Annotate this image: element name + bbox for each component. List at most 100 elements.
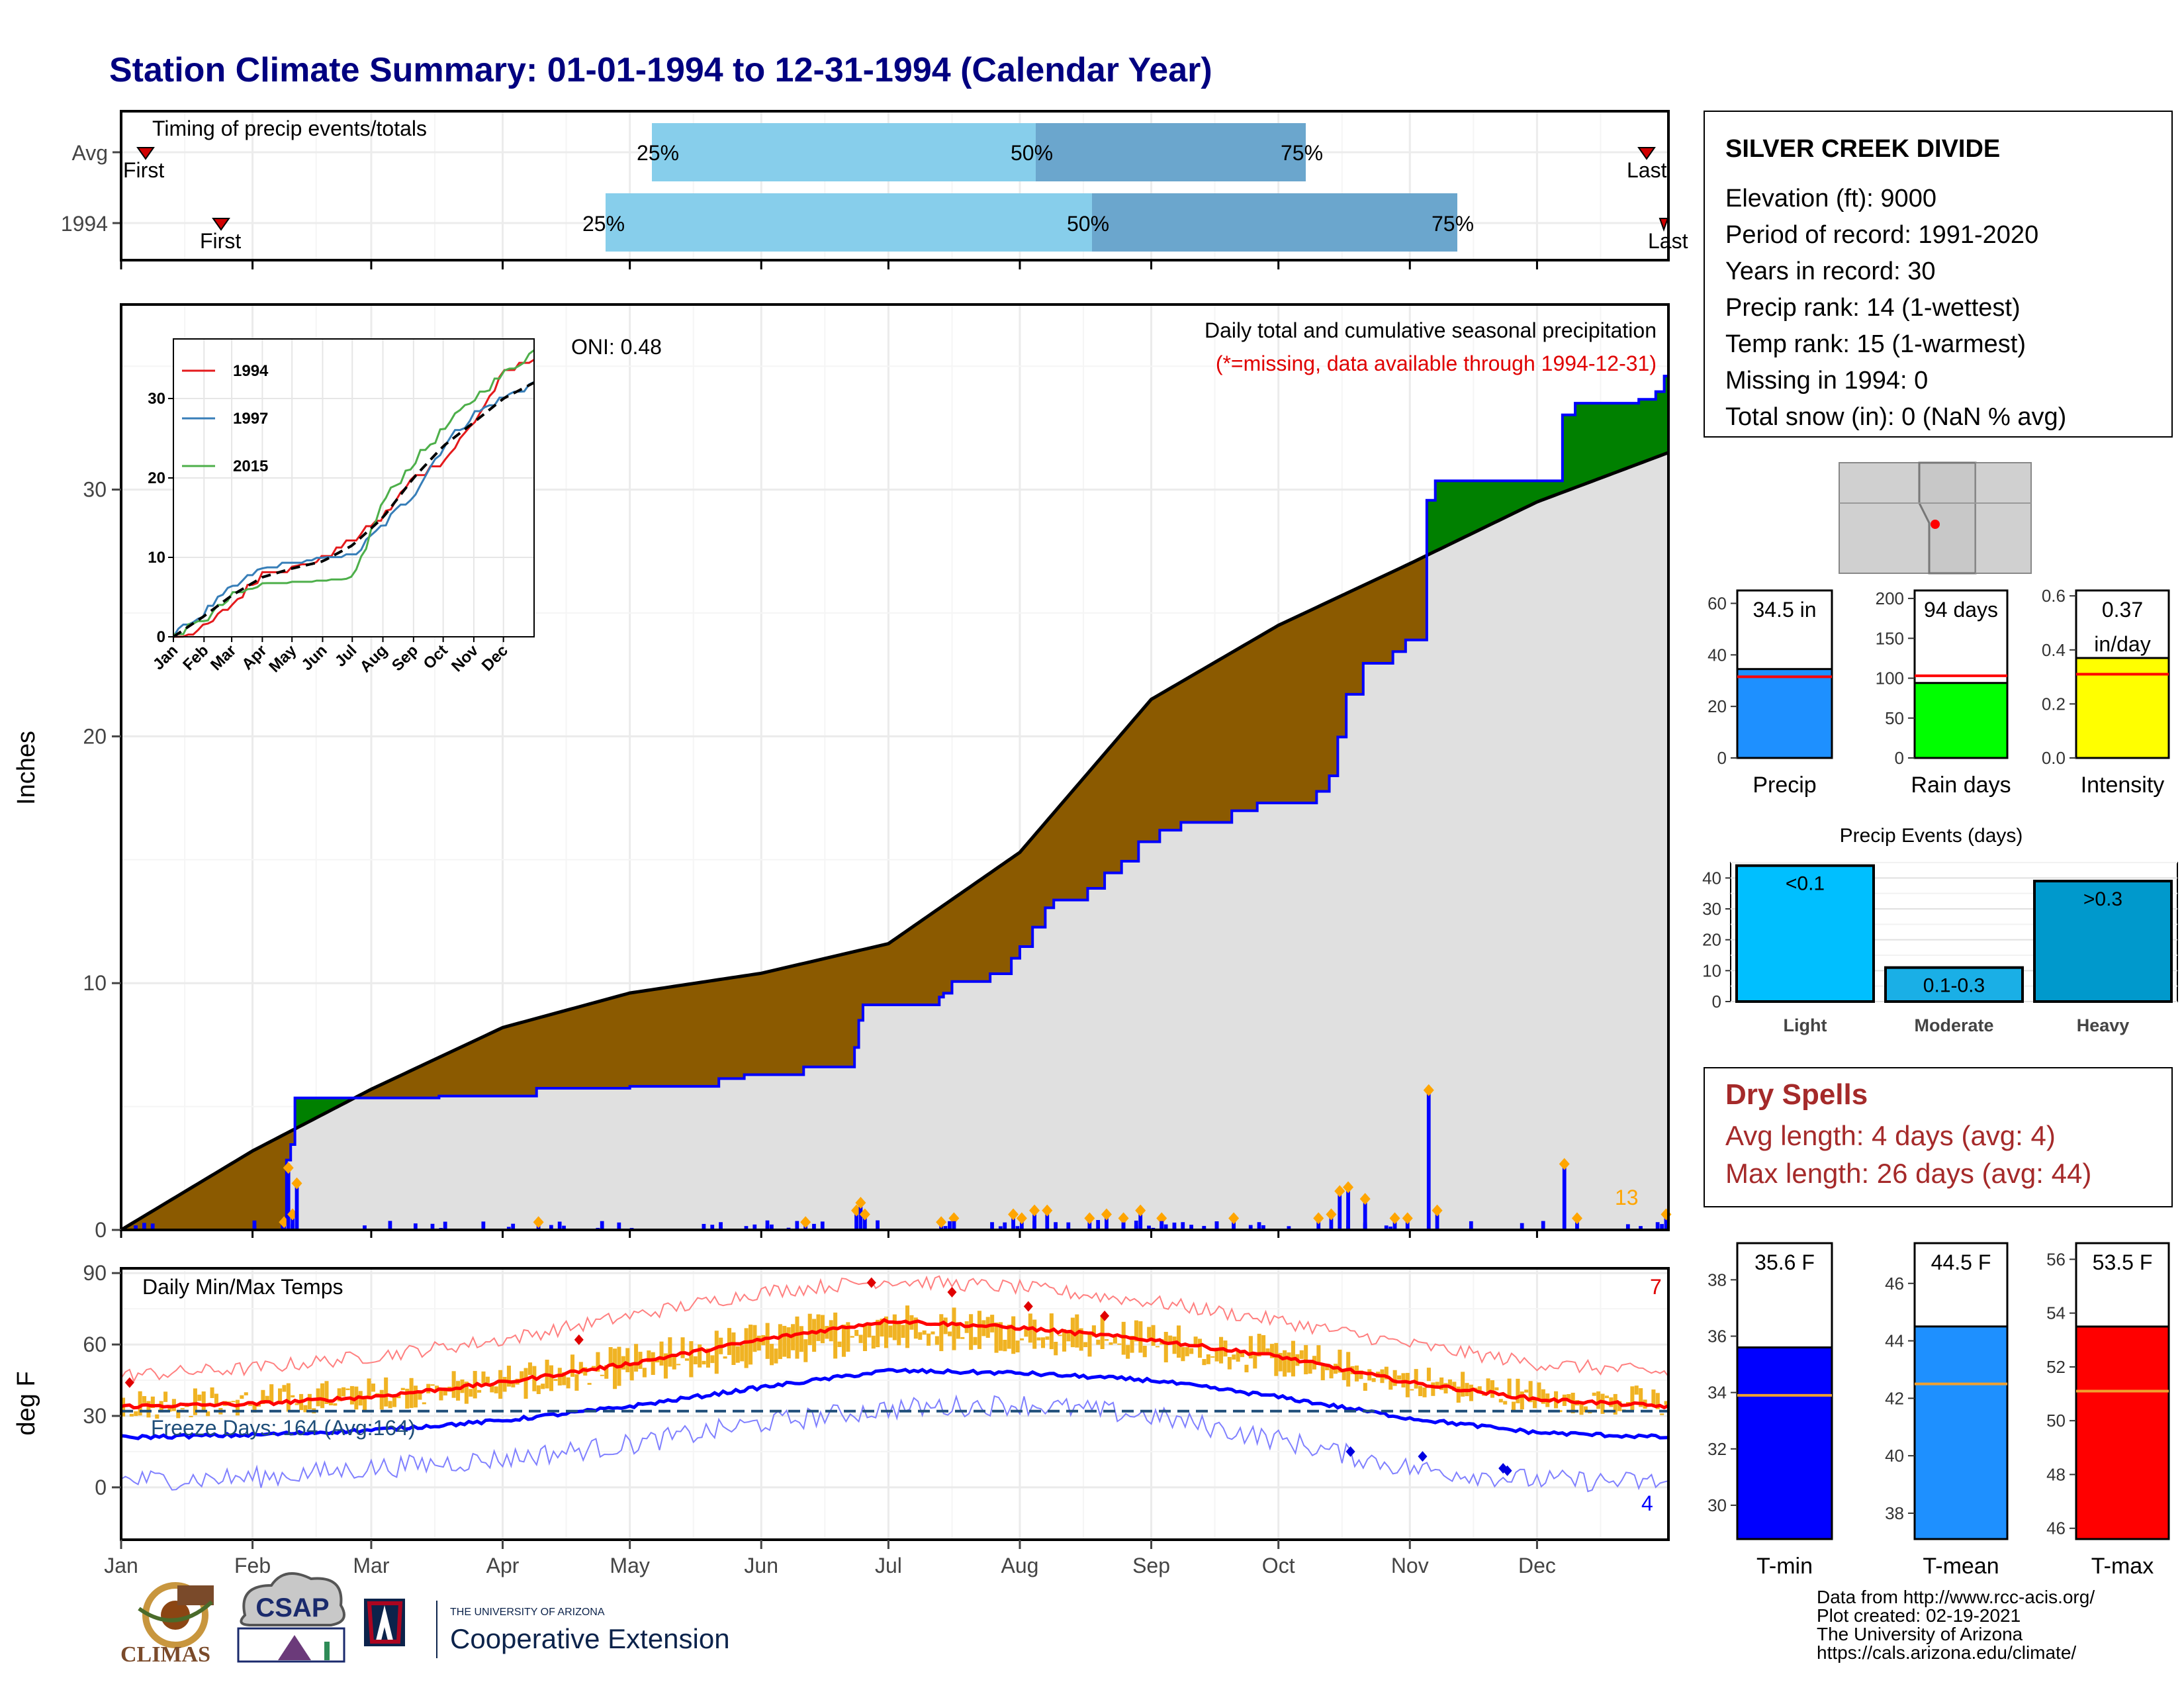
- month-label: Apr: [486, 1554, 520, 1577]
- stat-axis-label: T-max: [2091, 1554, 2154, 1579]
- daily-precip-bar: [1384, 1225, 1388, 1230]
- temp-daily-bar: [210, 1387, 214, 1398]
- daily-precip-bar: [1639, 1226, 1643, 1230]
- inset-ytick-label: 30: [148, 390, 165, 408]
- temp-daily-bar: [1392, 1370, 1397, 1386]
- record-high-marker: [124, 1377, 134, 1388]
- record-high-count: 7: [1650, 1275, 1662, 1299]
- precip-record-marker: [1559, 1158, 1570, 1170]
- temp-daily-bar: [931, 1331, 935, 1335]
- obs-first-label: First: [200, 229, 241, 253]
- temp-daily-bar: [1113, 1336, 1117, 1344]
- temp-daily-bar: [549, 1365, 554, 1391]
- temp-daily-bar: [1109, 1342, 1113, 1345]
- temp-daily-bar: [1494, 1387, 1499, 1391]
- daily-precip-bar: [1363, 1222, 1367, 1230]
- temp-daily-bar: [1456, 1386, 1461, 1403]
- daily-precip-bar: [134, 1225, 138, 1230]
- temp-daily-bar: [1015, 1340, 1020, 1353]
- daily-precip-bar: [820, 1221, 825, 1230]
- temp-daily-bar: [663, 1353, 668, 1379]
- daily-precip-bar: [600, 1221, 604, 1230]
- temp-daily-bar: [1299, 1350, 1304, 1359]
- daily-precip-bar: [481, 1221, 486, 1230]
- record-high-marker: [947, 1286, 957, 1297]
- temp-daily-bar: [553, 1379, 558, 1382]
- temp-daily-bar: [629, 1365, 634, 1381]
- temp-daily-bar: [1240, 1352, 1245, 1358]
- inset-ytick-label: 20: [148, 469, 165, 487]
- temp-daily-bar: [1503, 1401, 1508, 1405]
- temp-daily-bar: [1613, 1393, 1617, 1415]
- temp-daily-bar: [876, 1319, 880, 1348]
- temp-daily-bar: [1172, 1336, 1177, 1354]
- temp-daily-bar: [939, 1314, 944, 1352]
- temp-daily-bar: [295, 1403, 299, 1405]
- daily-precip-bar: [990, 1222, 994, 1230]
- temp-daily-bar: [693, 1356, 698, 1365]
- daily-precip-bar: [765, 1226, 770, 1230]
- temp-daily-bar: [1189, 1348, 1194, 1354]
- timing-label: Timing of precip events/totals: [152, 117, 427, 140]
- daily-precip-bar: [295, 1183, 299, 1230]
- temp-daily-bar: [689, 1341, 694, 1378]
- temp-daily-bar: [1583, 1406, 1588, 1413]
- inset-series-line: [173, 349, 535, 635]
- stat-ytick-label: 48: [2046, 1464, 2066, 1484]
- precip-record-marker: [291, 1177, 302, 1190]
- temp-daily-bar: [1338, 1349, 1342, 1373]
- credit-line: The University of Arizona: [1817, 1624, 2023, 1644]
- temp-daily-bar: [1045, 1336, 1050, 1340]
- temp-daily-bar: [1091, 1325, 1096, 1337]
- max-daily-label: 13: [1615, 1186, 1639, 1209]
- temp-daily-bar: [1452, 1382, 1457, 1391]
- temp-daily-bar: [1244, 1364, 1249, 1373]
- temp-daily-bar: [888, 1325, 893, 1338]
- temp-daily-bar: [150, 1396, 155, 1408]
- station-line: Period of record: 1991-2020: [1725, 221, 2038, 249]
- daily-precip-bar: [1346, 1187, 1350, 1230]
- stat-value-label: 34.5 in: [1752, 598, 1816, 622]
- precip-record-marker: [1402, 1212, 1413, 1225]
- stat-ytick-label: 0.4: [2042, 640, 2066, 660]
- temp-daily-bar: [613, 1348, 617, 1389]
- daily-precip-bar: [1541, 1221, 1545, 1230]
- temp-daily-bar: [799, 1326, 803, 1352]
- temp-daily-bar: [1447, 1379, 1452, 1386]
- temp-daily-bar: [1257, 1333, 1261, 1357]
- temp-daily-bar: [574, 1374, 579, 1391]
- temp-daily-bar: [439, 1387, 443, 1401]
- temp-daily-bar: [1202, 1359, 1206, 1366]
- temp-daily-bar: [129, 1413, 134, 1417]
- temp-daily-bar: [749, 1325, 753, 1365]
- temp-daily-bar: [1482, 1394, 1486, 1396]
- daily-precip-bar: [1338, 1191, 1342, 1230]
- daily-precip-bar: [943, 1226, 948, 1230]
- daily-precip-bar: [1363, 1199, 1367, 1230]
- temp-daily-bar: [756, 1335, 761, 1351]
- daily-precip-bar: [710, 1225, 715, 1230]
- temp-daily-bar: [994, 1322, 999, 1353]
- temp-daily-bar: [371, 1383, 375, 1392]
- temp-daily-bar: [1617, 1401, 1622, 1411]
- temp-daily-bar: [1600, 1393, 1605, 1414]
- stat-ytick-label: 50: [2046, 1411, 2066, 1430]
- precip-record-marker: [1101, 1208, 1112, 1221]
- temp-daily-bar: [265, 1395, 269, 1403]
- daily-precip-bar: [388, 1221, 392, 1230]
- temp-daily-bar: [252, 1403, 257, 1413]
- events-category-label: Moderate: [1914, 1015, 1993, 1035]
- temp-daily-bar: [592, 1366, 596, 1368]
- temp-daily-bar: [1261, 1335, 1266, 1353]
- temp-daily-bar: [1100, 1315, 1105, 1350]
- precip-record-marker: [1313, 1212, 1324, 1225]
- ua-small-text: THE UNIVERSITY OF ARIZONA: [450, 1607, 605, 1618]
- temp-daily-bar: [884, 1316, 889, 1348]
- temp-daily-bar: [201, 1391, 206, 1413]
- stat-ytick-label: 200: [1876, 588, 1904, 608]
- temp-daily-bar: [337, 1388, 341, 1401]
- events-category-label: Heavy: [2077, 1015, 2130, 1035]
- daily-precip-bar: [1214, 1221, 1219, 1230]
- temp-daily-bar: [291, 1395, 295, 1398]
- temp-daily-bar: [596, 1352, 600, 1372]
